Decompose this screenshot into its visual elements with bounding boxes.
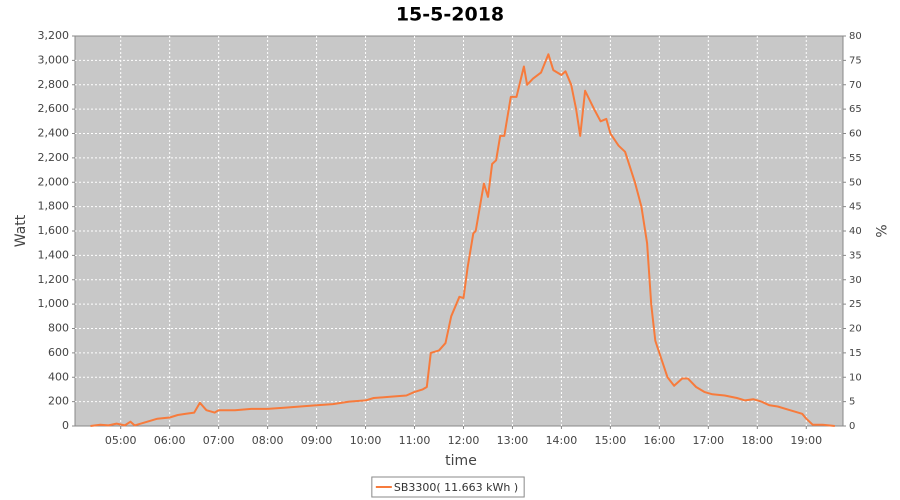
y-axis-label: Watt	[13, 214, 29, 247]
x-tick-label: 08:00	[252, 434, 284, 447]
x-tick-label: 17:00	[692, 434, 724, 447]
y2-tick-label: 60	[849, 129, 862, 140]
y2-tick-label: 25	[849, 299, 862, 310]
y-tick-label: 1,400	[38, 248, 70, 261]
x-tick-label: 09:00	[301, 434, 333, 447]
x-tick-label: 07:00	[203, 434, 235, 447]
y-tick-label: 1,000	[38, 297, 70, 310]
x-tick-label: 10:00	[350, 434, 382, 447]
y-tick-label: 1,800	[38, 200, 70, 213]
y2-tick-label: 35	[849, 250, 862, 261]
y2-tick-label: 0	[849, 421, 855, 432]
y2-tick-label: 5	[849, 397, 855, 408]
y-tick-label: 2,600	[38, 102, 70, 115]
y2-tick-label: 70	[849, 80, 862, 91]
y2-tick-label: 55	[849, 153, 862, 164]
y-tick-label: 1,200	[38, 273, 70, 286]
legend: SB3300( 11.663 kWh )	[371, 476, 525, 498]
x-tick-label: 18:00	[741, 434, 773, 447]
y-tick-label: 2,400	[38, 127, 70, 140]
x-axis-label: time	[445, 453, 477, 469]
x-tick-label: 15:00	[595, 434, 627, 447]
x-tick-label: 11:00	[399, 434, 431, 447]
y-tick-label: 0	[62, 419, 69, 432]
y-tick-label: 600	[48, 346, 69, 359]
y2-tick-label: 50	[849, 177, 862, 188]
y-tick-label: 2,800	[38, 78, 70, 91]
y2-tick-label: 45	[849, 202, 862, 213]
x-tick-label: 05:00	[105, 434, 137, 447]
y2-tick-label: 30	[849, 275, 862, 286]
y-tick-label: 200	[48, 395, 69, 408]
y-tick-label: 3,000	[38, 53, 70, 66]
x-tick-label: 06:00	[154, 434, 186, 447]
y2-tick-label: 20	[849, 324, 862, 335]
chart-title: 15-5-2018	[396, 4, 504, 26]
x-tick-label: 13:00	[497, 434, 529, 447]
y-tick-label: 2,000	[38, 175, 70, 188]
series-line	[90, 53, 835, 427]
y2-tick-label: 40	[849, 226, 862, 237]
y2-tick-label: 65	[849, 104, 862, 115]
x-tick-label: 14:00	[546, 434, 578, 447]
x-tick-label: 12:00	[448, 434, 480, 447]
y-tick-label: 2,200	[38, 151, 70, 164]
x-tick-label: 16:00	[644, 434, 676, 447]
y-tick-label: 3,200	[38, 29, 70, 42]
x-tick-label: 19:00	[790, 434, 822, 447]
y-tick-label: 1,600	[38, 224, 70, 237]
y2-tick-label: 75	[849, 55, 862, 66]
y2-tick-label: 80	[849, 31, 862, 42]
legend-box	[371, 476, 525, 498]
y-tick-label: 800	[48, 322, 69, 335]
y2-tick-label: 15	[849, 348, 862, 359]
y-tick-label: 400	[48, 370, 69, 383]
y2-axis-label: %	[872, 224, 888, 237]
y2-tick-label: 10	[849, 372, 862, 383]
legend-label: SB3300( 11.663 kWh )	[394, 481, 518, 494]
